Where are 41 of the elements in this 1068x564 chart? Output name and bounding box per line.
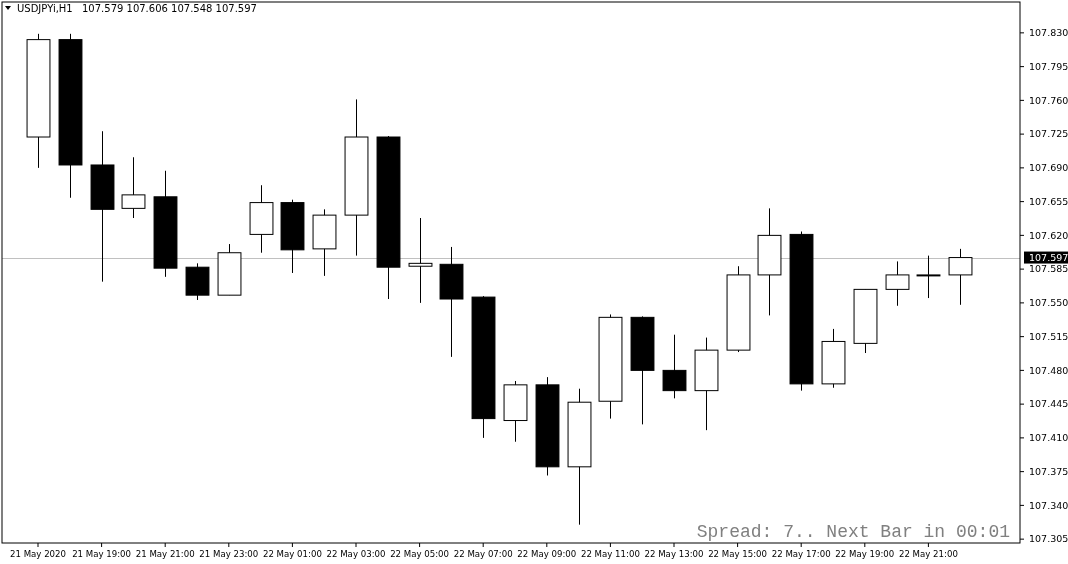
y-tick-label: 107.760 [1029,94,1068,106]
x-tick-label: 21 May 19:00 [72,549,132,559]
y-tick-label: 107.725 [1029,128,1068,140]
ref-line-label: 107.597 [1029,251,1068,263]
y-tick-label: 107.480 [1029,364,1068,376]
x-tick-label: 21 May 21:00 [135,549,195,559]
candlestick [916,255,941,299]
x-tick-label: 22 May 21:00 [898,549,958,559]
chart-title: USDJPYi,H1 [17,3,73,14]
candlestick [408,217,433,304]
y-tick-label: 107.795 [1029,60,1068,72]
candlestick [662,334,687,399]
x-tick-label: 21 May 23:00 [199,549,259,559]
y-tick-label: 107.655 [1029,195,1068,207]
x-tick-label: 22 May 01:00 [262,549,322,559]
y-tick-label: 107.690 [1029,162,1068,174]
candlestick [948,248,973,306]
x-tick-label: 22 May 07:00 [453,549,513,559]
x-tick-label: 22 May 15:00 [708,549,768,559]
x-tick-label: 22 May 11:00 [580,549,640,559]
annotation: Spread: 7.. Next Bar in 00:01 [696,522,1010,542]
x-tick-label: 22 May 05:00 [390,549,450,559]
y-tick-label: 107.340 [1029,499,1068,511]
chart-subtitle: 107.579 107.606 107.548 107.597 [82,3,257,14]
x-tick-label: 22 May 03:00 [326,549,386,559]
x-tick-label: 21 May 2020 [9,549,67,559]
y-tick-label: 107.305 [1029,533,1068,545]
y-tick-label: 107.445 [1029,398,1068,410]
candlestick [121,156,146,219]
y-tick-label: 107.550 [1029,297,1068,309]
y-tick-label: 107.585 [1029,263,1068,275]
y-tick-label: 107.620 [1029,229,1068,241]
y-tick-label: 107.410 [1029,432,1068,444]
x-tick-label: 22 May 09:00 [517,549,577,559]
candlestick [885,260,910,307]
y-tick-label: 107.515 [1029,330,1068,342]
y-tick-label: 107.830 [1029,27,1068,39]
y-tick-label: 107.375 [1029,465,1068,477]
x-tick-label: 22 May 19:00 [835,549,895,559]
x-tick-label: 22 May 17:00 [771,549,831,559]
x-tick-label: 22 May 13:00 [644,549,704,559]
